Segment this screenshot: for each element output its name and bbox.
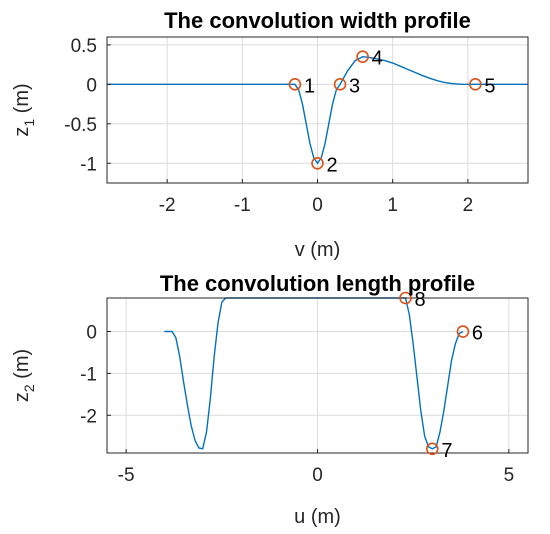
point-label: 1 <box>304 75 315 97</box>
x-tick-label: -1 <box>234 195 251 216</box>
series-line <box>107 56 528 165</box>
y-label-unit: (m) <box>11 349 33 385</box>
chart-title: The convolution length profile <box>160 271 475 296</box>
data-marker <box>333 78 347 91</box>
y-tick-label: -2 <box>80 406 97 427</box>
y-label-main: z <box>11 392 33 402</box>
data-marker <box>426 442 439 456</box>
data-marker <box>469 78 482 91</box>
x-tick-label: 2 <box>463 195 474 216</box>
chart-width-profile: -2 -1 0 1 2 -1 -0.5 0 0.5 1 2 34 5 The convolution wi… <box>11 8 529 261</box>
x-axis-label: u (m) <box>294 506 341 528</box>
y-tick-label: 0 <box>86 323 97 344</box>
y-label-subscript: 1 <box>21 119 37 127</box>
y-label-unit: (m) <box>11 83 33 119</box>
y-tick-label: -1 <box>80 364 97 385</box>
y-tick-label: -0.5 <box>64 115 97 136</box>
y-axis-label: z2 (m) <box>11 349 37 402</box>
point-label: 3 <box>349 75 360 97</box>
y-label-subscript: 2 <box>21 384 37 392</box>
point-label: 4 <box>372 48 383 70</box>
y-tick-label: -1 <box>80 154 97 175</box>
x-tick-label: 0 <box>312 465 323 486</box>
data-marker <box>356 50 369 64</box>
data-marker <box>311 156 324 170</box>
x-axis-label: v (m) <box>295 239 341 261</box>
data-marker <box>399 291 412 305</box>
point-label: 7 <box>441 440 452 462</box>
point-label: 5 <box>484 75 495 97</box>
x-tick-label: -2 <box>159 195 176 216</box>
data-marker <box>288 78 302 91</box>
data-marker <box>456 325 470 338</box>
y-tick-label: 0.5 <box>71 36 97 57</box>
point-label: 2 <box>327 154 338 176</box>
y-label-main: z <box>11 127 33 137</box>
y-tick-label: 0 <box>86 75 97 96</box>
x-tick-label: 1 <box>387 195 398 216</box>
chart-title: The convolution width profile <box>164 8 471 33</box>
point-label: 6 <box>472 323 483 345</box>
point-label: 8 <box>415 289 426 311</box>
x-tick-label: 0 <box>312 195 323 216</box>
x-tick-label: 5 <box>504 465 515 486</box>
y-axis-label: z1 (m) <box>11 83 37 136</box>
x-tick-label: -5 <box>118 465 135 486</box>
